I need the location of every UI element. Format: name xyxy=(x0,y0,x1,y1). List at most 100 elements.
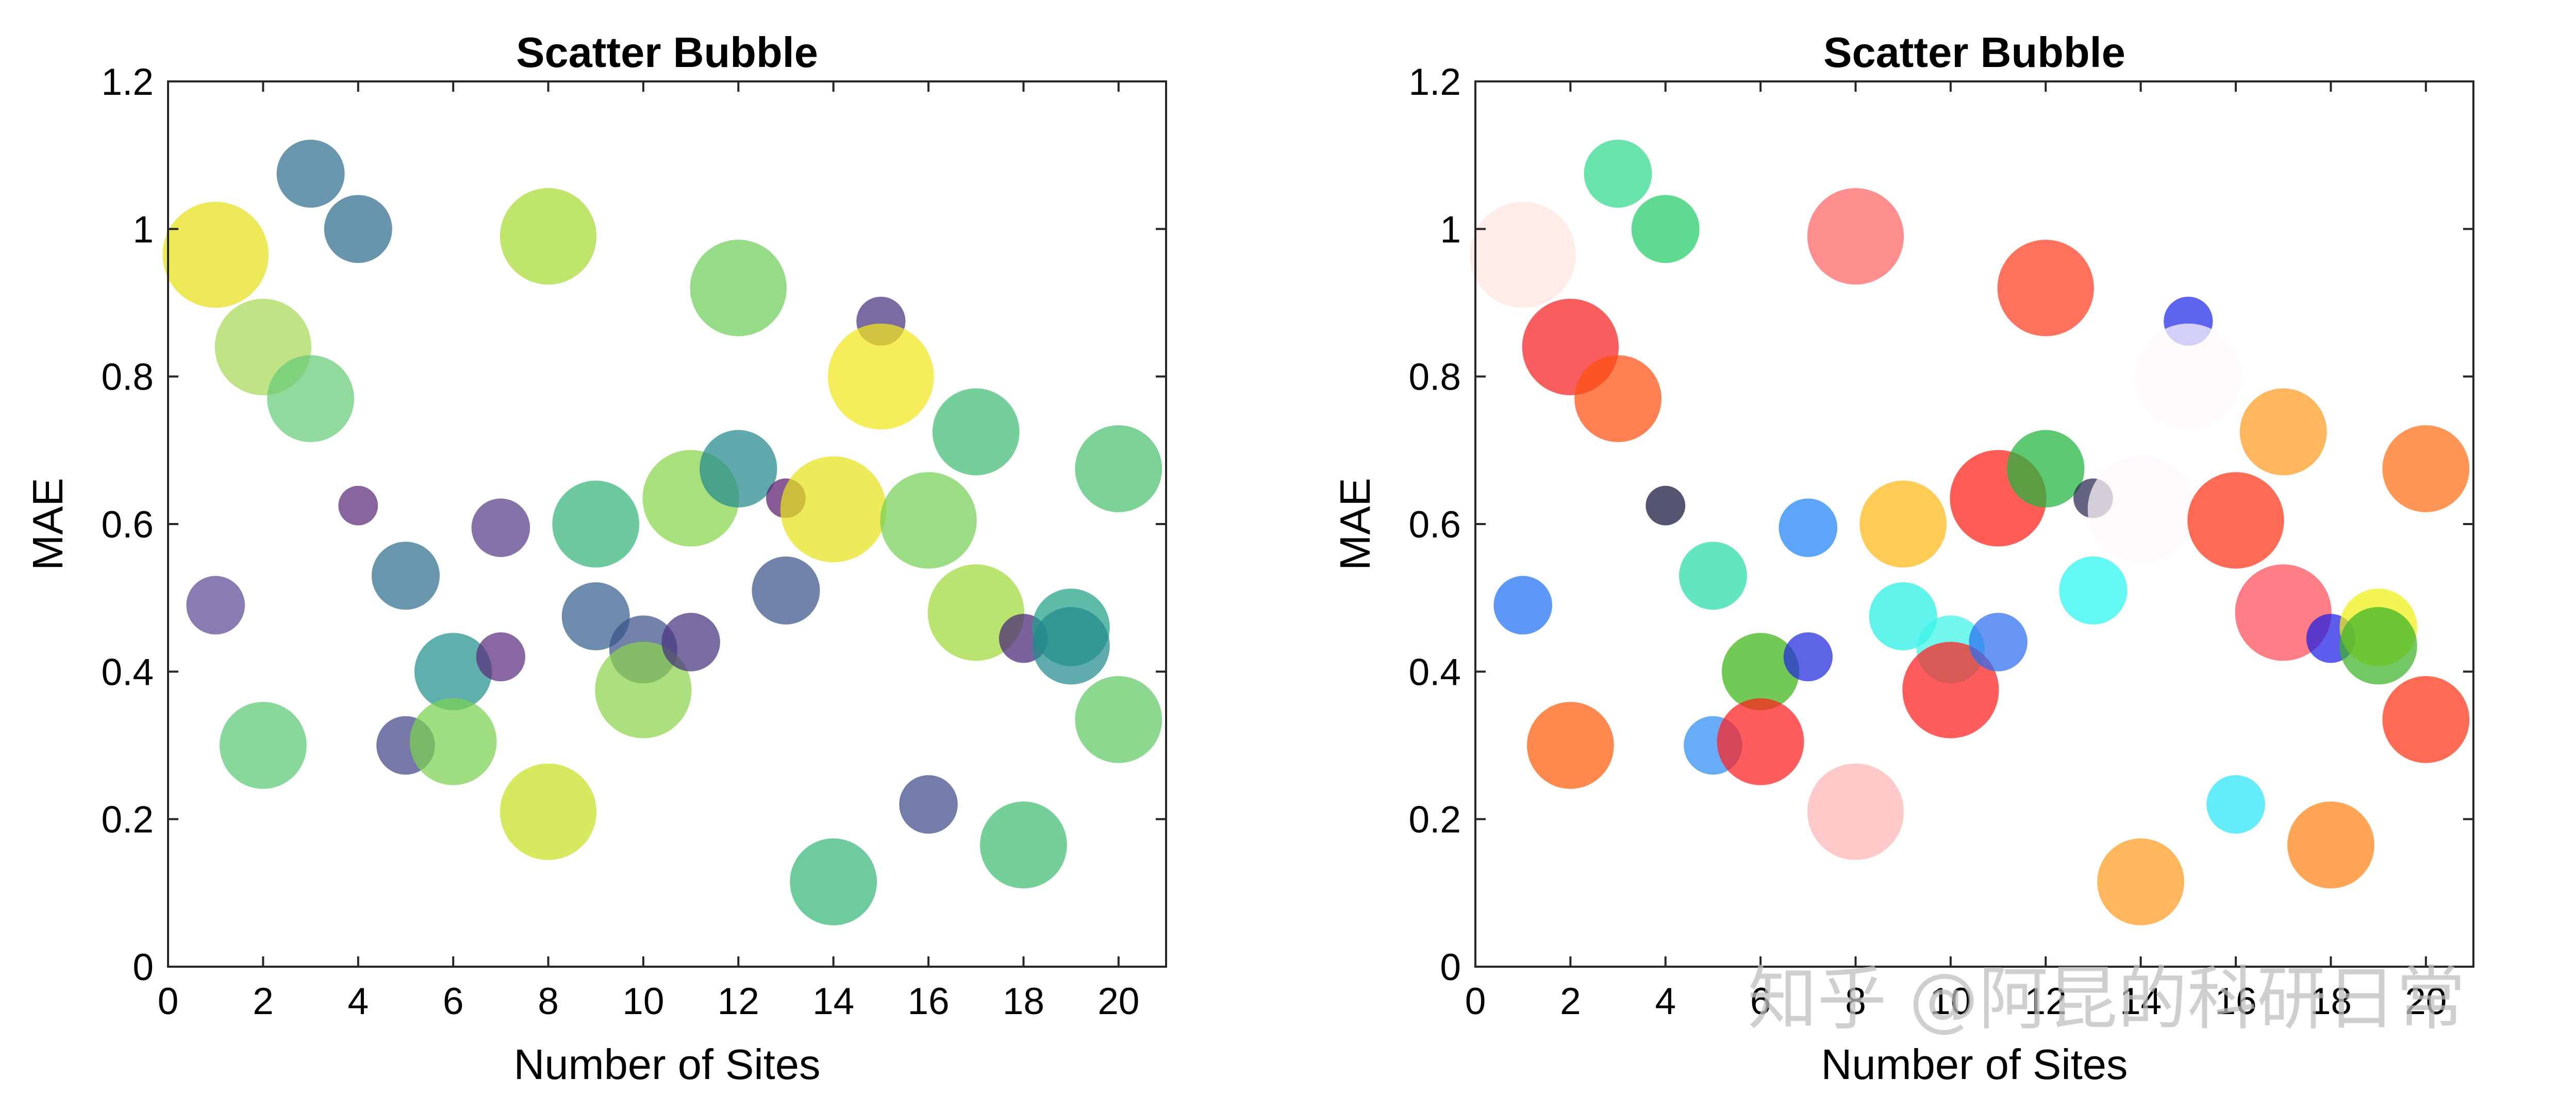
right-chart-x-tick-label-18: 18 xyxy=(2310,981,2352,1022)
left-chart-bubble-11 xyxy=(414,633,492,711)
right-chart-bubble-17 xyxy=(1859,480,1947,568)
left-chart-bubble-22 xyxy=(661,613,720,671)
right-chart-y-axis-label: MAE xyxy=(1331,478,1379,570)
right-chart-y-tick-label-0.6: 0.6 xyxy=(1409,504,1461,546)
left-chart-bubble-16 xyxy=(500,763,597,860)
left-chart-x-tick-label-2: 2 xyxy=(253,981,274,1022)
left-chart-bubble-25 xyxy=(752,556,820,625)
left-chart-bubble-39 xyxy=(1075,425,1162,513)
left-chart-x-axis-label: Number of Sites xyxy=(513,1040,820,1088)
right-chart-bubble-16 xyxy=(1807,763,1904,860)
left-chart-y-axis-label: MAE xyxy=(24,478,72,570)
right-chart-title: Scatter Bubble xyxy=(1823,28,2125,76)
left-chart-x-tick-label-20: 20 xyxy=(1098,981,1139,1022)
left-chart-bubble-15 xyxy=(500,188,597,285)
right-chart-bubble-2 xyxy=(1493,576,1552,635)
right-chart-bubble-12 xyxy=(1717,698,1804,785)
right-chart-bubble-15 xyxy=(1807,188,1904,285)
right-chart-bubble-23 xyxy=(1997,240,2094,336)
left-chart-bubble-38 xyxy=(1032,607,1110,685)
right-chart-x-tick-label-20: 20 xyxy=(2405,981,2447,1022)
right-chart-ticks: 0 2 4 6 8 10 12 14 16 18 20 0 0.2 0.4 0.6 0.8 1 1.2 xyxy=(1409,61,2473,1022)
right-chart-bubble-30 xyxy=(2135,323,2241,430)
left-chart-x-tick-label-12: 12 xyxy=(718,981,759,1022)
right-chart-bubble-5 xyxy=(1584,139,1652,208)
right-chart-x-axis-label: Number of Sites xyxy=(1821,1040,2128,1088)
left-chart-bubble-24 xyxy=(700,430,777,508)
right-chart-panel: 0 2 4 6 8 10 12 14 16 18 20 0 0.2 0.4 0.6 0.8 1 1.2 Scatt… xyxy=(1331,28,2474,1088)
right-chart-bubble-22 xyxy=(1969,613,2027,671)
right-chart-x-tick-label-14: 14 xyxy=(2120,981,2162,1022)
left-chart-x-tick-label-16: 16 xyxy=(907,981,949,1022)
left-chart-bubble-36 xyxy=(980,801,1067,889)
right-chart-y-tick-label-0: 0 xyxy=(1440,947,1461,988)
left-chart-bubble-30 xyxy=(828,323,934,430)
right-chart-y-tick-label-0.4: 0.4 xyxy=(1409,651,1461,693)
right-chart-bubble-14 xyxy=(1783,632,1833,682)
right-chart-bubble-18 xyxy=(1869,582,1937,650)
right-chart-x-tick-label-2: 2 xyxy=(1560,981,1581,1022)
right-chart-y-tick-label-1.2: 1.2 xyxy=(1409,61,1461,103)
left-chart-x-tick-label-0: 0 xyxy=(158,981,179,1022)
right-chart-bubble-9 xyxy=(1678,542,1747,610)
right-chart-bubble-6 xyxy=(1574,355,1661,443)
left-chart-bubble-33 xyxy=(932,388,1020,476)
left-chart-x-tick-label-10: 10 xyxy=(622,981,664,1022)
left-chart-x-tick-label-4: 4 xyxy=(347,981,369,1022)
right-chart-x-tick-label-16: 16 xyxy=(2215,981,2256,1022)
right-chart-x-tick-label-10: 10 xyxy=(1930,981,1971,1022)
left-chart-x-tick-label-8: 8 xyxy=(538,981,559,1022)
left-chart-bubble-28 xyxy=(790,838,877,925)
left-chart-bubble-31 xyxy=(880,472,977,569)
right-chart-bubble-25 xyxy=(2059,556,2128,625)
left-chart-y-tick-label-0.6: 0.6 xyxy=(102,504,154,546)
right-chart-y-tick-label-0.2: 0.2 xyxy=(1409,799,1461,841)
right-chart-bubble-39 xyxy=(2382,425,2470,513)
left-chart-bubbles xyxy=(162,139,1162,925)
left-chart-bubble-5 xyxy=(276,139,345,208)
left-chart-y-tick-label-1: 1 xyxy=(132,209,154,250)
right-chart-y-tick-label-0.8: 0.8 xyxy=(1409,357,1461,398)
left-chart-y-tick-label-0.2: 0.2 xyxy=(102,799,154,841)
left-chart-bubble-17 xyxy=(552,480,640,568)
left-chart-bubble-18 xyxy=(561,582,630,650)
right-chart-x-tick-label-8: 8 xyxy=(1845,981,1866,1022)
left-chart-ticks: 0 2 4 6 8 10 12 14 16 18 20 0 0.2 0.4 0.6 0.8 1 1.2 xyxy=(102,61,1166,1022)
right-chart-bubble-32 xyxy=(2206,775,2265,834)
right-chart-bubble-28 xyxy=(2097,838,2185,925)
right-chart-bubble-36 xyxy=(2287,801,2374,889)
left-chart-bubble-23 xyxy=(690,240,787,336)
right-chart-bubble-40 xyxy=(2382,676,2470,763)
left-chart-y-tick-label-0: 0 xyxy=(132,947,154,988)
right-chart-bubble-11 xyxy=(1721,633,1800,711)
left-chart-bubble-6 xyxy=(267,355,354,443)
watermark-text: 知乎 @阿昆的科研日常 xyxy=(1748,958,2466,1039)
right-chart-bubble-7 xyxy=(1631,195,1700,263)
left-chart-bubble-27 xyxy=(780,456,887,563)
left-chart-bubble-20 xyxy=(595,642,692,738)
left-chart-x-tick-label-14: 14 xyxy=(812,981,854,1022)
left-chart-y-tick-label-1.2: 1.2 xyxy=(102,61,154,103)
left-chart-bubble-14 xyxy=(476,632,525,682)
left-chart-x-tick-label-6: 6 xyxy=(443,981,464,1022)
right-chart-bubble-38 xyxy=(2339,607,2417,685)
left-chart-bubble-9 xyxy=(371,542,440,610)
right-chart-bubble-31 xyxy=(2187,472,2284,569)
right-chart-bubble-1 xyxy=(1470,201,1576,308)
left-chart-bubble-2 xyxy=(186,576,245,635)
left-chart-y-tick-label-0.8: 0.8 xyxy=(102,357,154,398)
left-chart-y-tick-label-0.4: 0.4 xyxy=(102,651,154,693)
left-chart-x-tick-label-18: 18 xyxy=(1003,981,1044,1022)
right-chart-bubble-27 xyxy=(2087,456,2194,563)
left-chart-bubble-4 xyxy=(219,702,307,789)
right-chart-bubble-20 xyxy=(1902,642,1999,738)
right-chart-bubbles xyxy=(1470,139,2470,925)
right-chart-bubble-8 xyxy=(1646,485,1686,526)
right-chart-x-tick-label-4: 4 xyxy=(1655,981,1676,1022)
left-chart-bubble-7 xyxy=(324,195,392,263)
left-chart-bubble-1 xyxy=(162,201,269,308)
right-chart-x-tick-label-0: 0 xyxy=(1465,981,1486,1022)
left-chart-panel: 0 2 4 6 8 10 12 14 16 18 20 0 0.2 0.4 0.6 0.8 1 1.2 Scatt… xyxy=(24,28,1167,1088)
